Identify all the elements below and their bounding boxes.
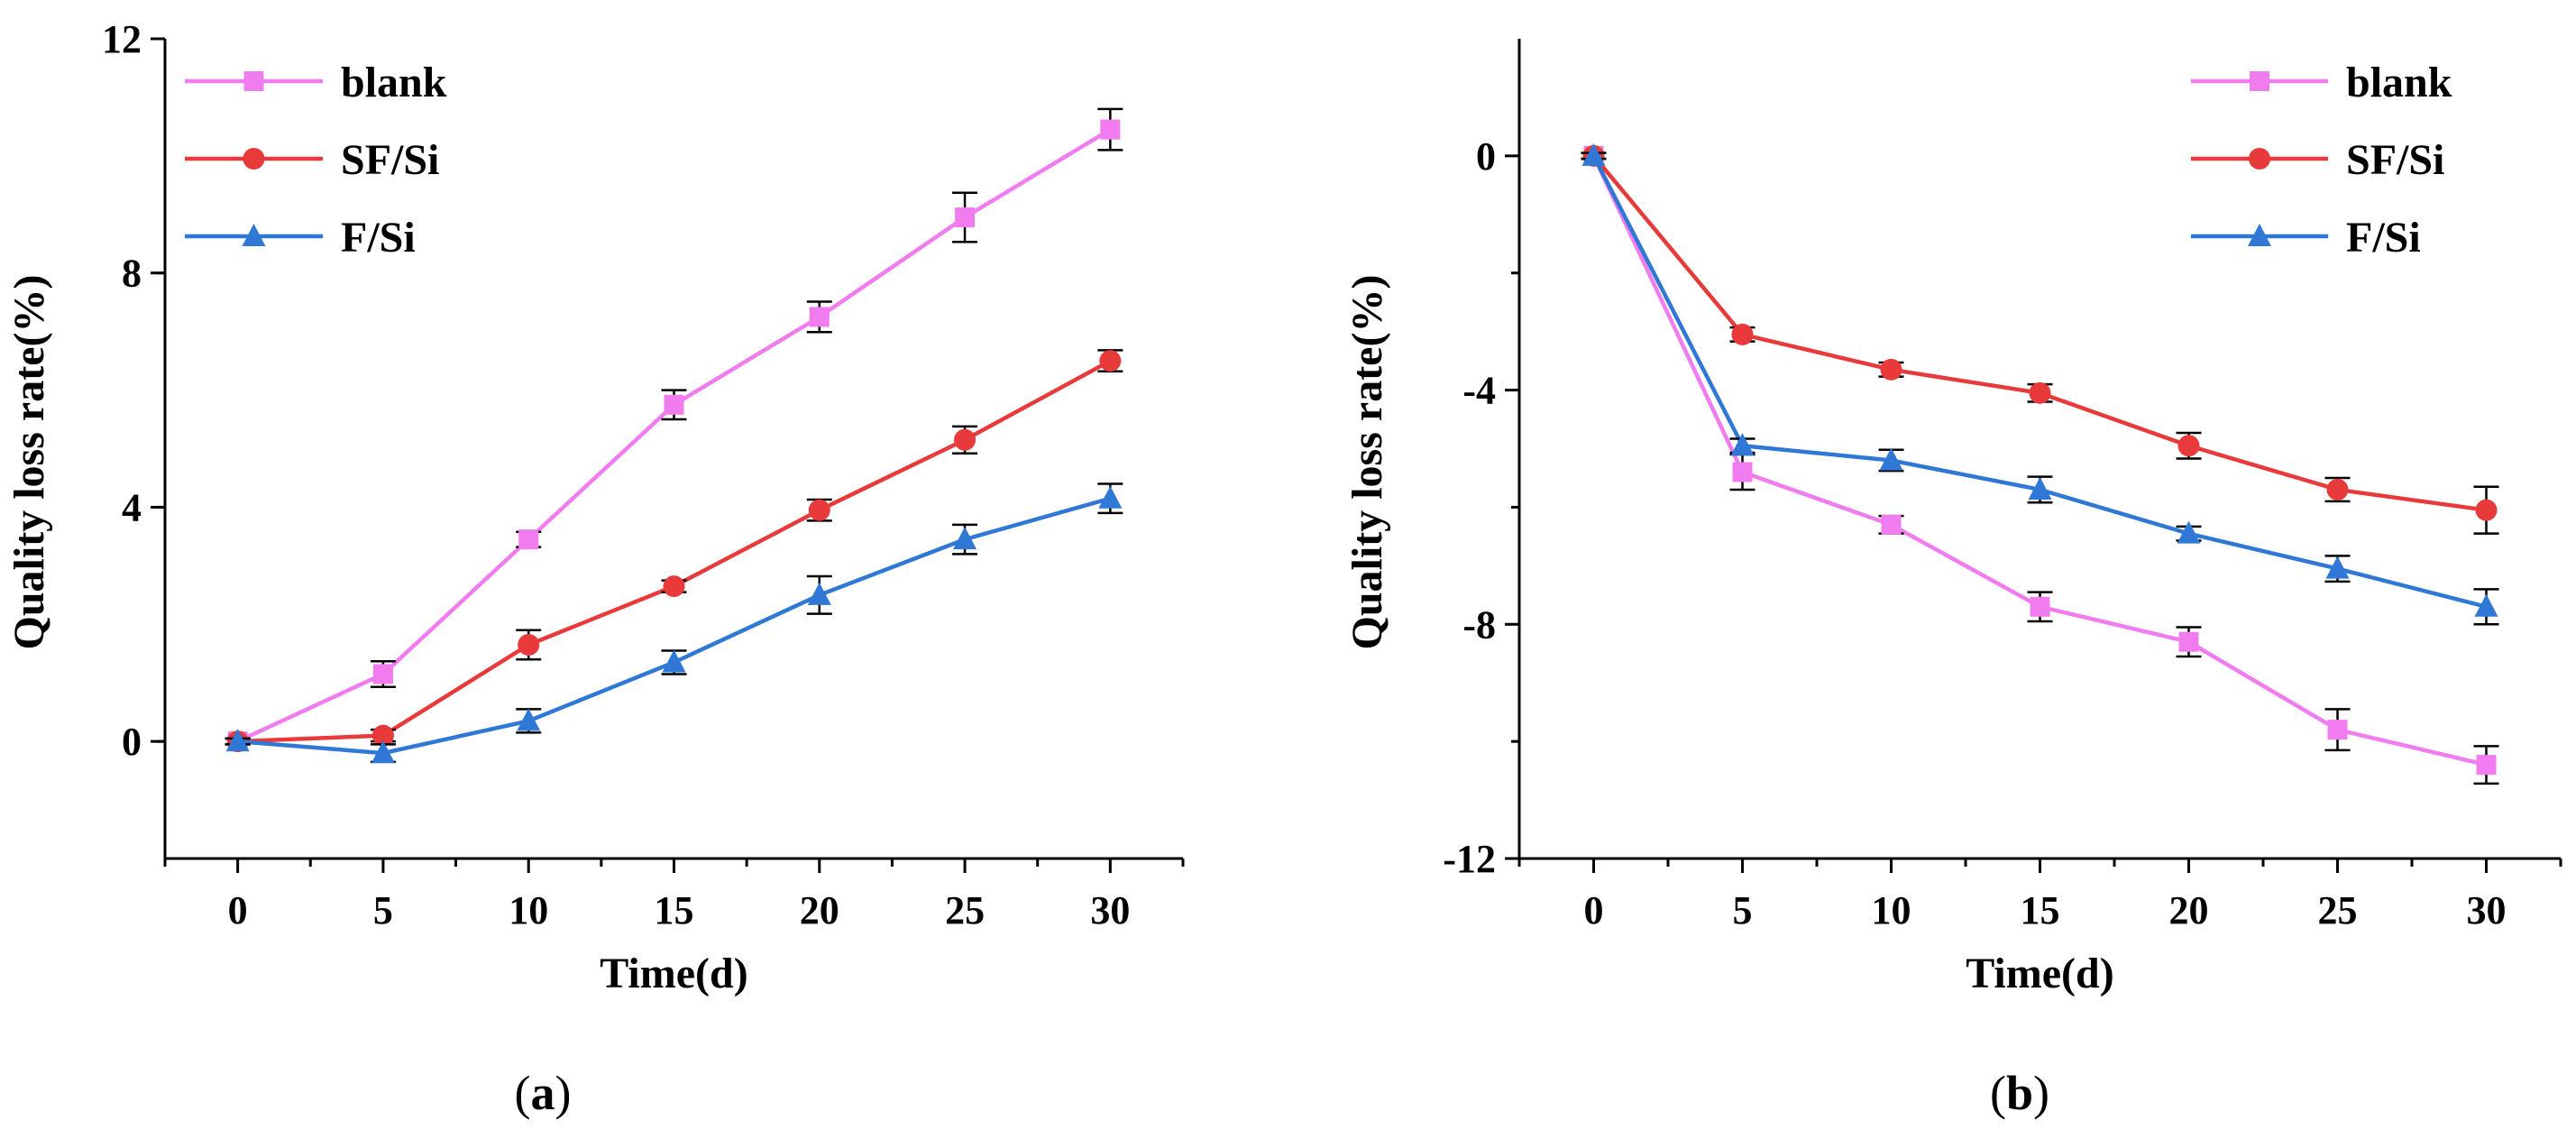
- b-data-point: [1881, 514, 1902, 535]
- a-legend-label: F/Si: [341, 214, 416, 262]
- b-legend-label: F/Si: [2346, 214, 2421, 262]
- a-caption-open: (: [515, 1066, 531, 1120]
- a-series-sfsi: [225, 349, 1123, 753]
- a-legend-label: SF/Si: [341, 136, 439, 184]
- a-x-tick-label: 30: [1090, 888, 1130, 932]
- a-y-axis-title: Quality loss rate(%): [5, 275, 53, 650]
- b-x-tick-label: 0: [1584, 888, 1604, 932]
- a-legend-marker: [243, 71, 264, 91]
- b-x-tick-label: 25: [2318, 888, 2358, 932]
- b-y-axis-title: Quality loss rate(%): [1343, 275, 1391, 650]
- panel-a: 0 5 10 15 20 25 30 0 4 8 12 Time(d) Quality loss rat…: [5, 17, 1185, 1120]
- b-data-point: [1732, 462, 1753, 482]
- a-x-tick-label: 10: [509, 888, 548, 932]
- b-x-tick-label: 5: [1733, 888, 1753, 932]
- b-x-tick-label: 15: [2021, 888, 2060, 932]
- b-data-point: [2327, 720, 2348, 740]
- b-data-point: [1731, 323, 1754, 345]
- a-series-fsi: [225, 482, 1123, 764]
- b-y-tick-label: -8: [1462, 602, 1496, 647]
- a-y-tick-label: 0: [122, 720, 142, 764]
- b-legend-entry: SF/Si: [2191, 136, 2444, 184]
- a-data-point: [809, 307, 830, 327]
- a-x-tick-label: 5: [373, 888, 393, 932]
- a-data-point: [518, 529, 539, 550]
- a-legend-marker: [242, 224, 266, 246]
- b-x-tick-label: 20: [2169, 888, 2209, 932]
- b-data-point: [2325, 556, 2350, 579]
- b-legend-marker: [2250, 71, 2269, 91]
- a-data-point: [1098, 485, 1123, 509]
- b-data-point: [1879, 447, 1903, 471]
- b-data-point: [2475, 499, 2498, 521]
- b-data-point: [2474, 593, 2498, 617]
- a-data-point: [1099, 350, 1122, 372]
- a-y-tick-label: 4: [122, 485, 142, 529]
- a-x-tick-label: 20: [800, 888, 839, 932]
- b-data-point: [2029, 381, 2051, 404]
- a-data-point: [1100, 119, 1121, 140]
- b-data-point: [2476, 755, 2497, 776]
- a-data-point: [518, 634, 540, 657]
- panel-b: 0 5 10 15 20 25 30 -12 -8 -4 0 Time(d) Quality loss …: [1343, 39, 2562, 1120]
- b-x-axis-title: Time(d): [1966, 950, 2113, 997]
- b-x-tick-label: 10: [1872, 888, 1911, 932]
- b-data-point: [1730, 433, 1755, 456]
- b-caption-letter: b: [2006, 1066, 2033, 1120]
- b-x-tick-label: 30: [2467, 888, 2507, 932]
- b-data-point: [2178, 631, 2199, 652]
- a-caption-close: ): [555, 1066, 572, 1120]
- a-legend-label: blank: [341, 59, 447, 106]
- a-legend-entry: blank: [185, 59, 447, 106]
- b-legend-marker: [2249, 148, 2270, 170]
- b-legend-entry: blank: [2191, 59, 2452, 106]
- b-legend-marker: [2248, 224, 2271, 246]
- b-series-line: [1591, 154, 2487, 512]
- a-data-point: [807, 582, 831, 605]
- b-legend-label: SF/Si: [2346, 136, 2444, 184]
- a-series-line: [237, 496, 1111, 756]
- b-caption-close: ): [2033, 1066, 2049, 1120]
- b-series-fsi: [1581, 142, 2499, 626]
- a-legend-entry: SF/Si: [185, 136, 439, 184]
- a-data-point: [662, 649, 686, 673]
- b-data-point: [2028, 476, 2052, 500]
- a-data-point: [808, 499, 830, 521]
- b-y-tick-label: -12: [1443, 837, 1496, 881]
- b-data-point: [1581, 142, 1606, 166]
- a-data-point: [953, 527, 977, 550]
- b-legend-entry: F/Si: [2191, 214, 2421, 262]
- b-data-point: [2326, 478, 2349, 501]
- a-x-tick-label: 25: [945, 888, 985, 932]
- a-data-point: [517, 708, 541, 731]
- a-data-point: [371, 724, 394, 747]
- b-legend-label: blank: [2346, 59, 2452, 106]
- b-data-point: [1880, 358, 1902, 381]
- b-y-tick-label: 0: [1476, 134, 1496, 179]
- a-data-point: [371, 740, 395, 764]
- a-y-tick-label: 8: [122, 252, 142, 296]
- b-series-sfsi: [1581, 144, 2499, 535]
- a-x-tick-label: 15: [655, 888, 694, 932]
- a-legend-marker: [243, 148, 265, 170]
- a-x-tick-label: 0: [228, 888, 248, 932]
- a-y-tick-label: 12: [102, 17, 142, 61]
- a-caption-letter: a: [531, 1066, 555, 1120]
- a-data-point: [664, 394, 684, 415]
- b-y-tick-label: -4: [1462, 369, 1496, 413]
- a-legend-entry: F/Si: [185, 214, 416, 262]
- a-panel-caption: (a): [515, 1066, 572, 1120]
- a-data-point: [954, 428, 976, 451]
- b-data-point: [2030, 596, 2050, 617]
- a-data-point: [225, 729, 250, 752]
- b-data-point: [2177, 435, 2200, 457]
- b-panel-caption: (b): [1990, 1066, 2049, 1120]
- a-data-point: [663, 575, 685, 598]
- b-data-point: [2177, 520, 2201, 544]
- a-data-point: [372, 664, 393, 684]
- b-caption-open: (: [1990, 1066, 2006, 1120]
- a-x-axis-title: Time(d): [600, 950, 747, 997]
- a-data-point: [955, 207, 976, 228]
